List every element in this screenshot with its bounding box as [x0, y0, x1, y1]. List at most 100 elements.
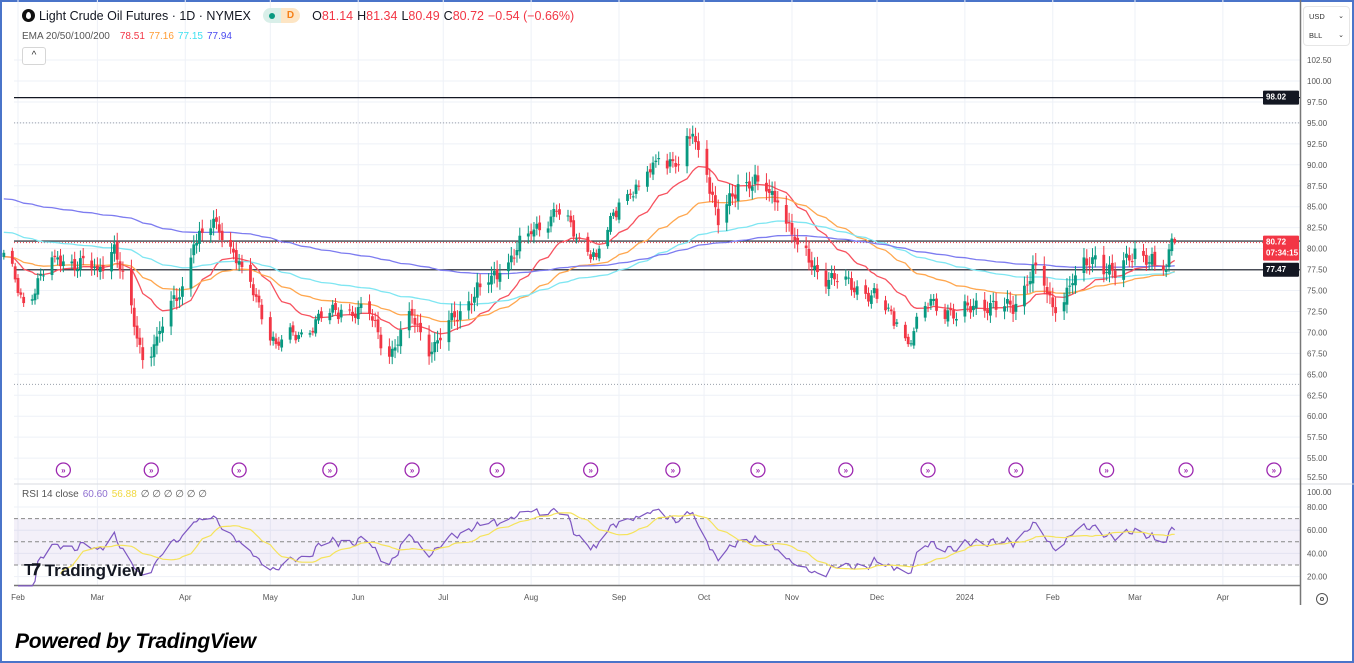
- candle-body: [1011, 304, 1015, 314]
- price-tick-label: 55.00: [1307, 454, 1328, 463]
- ema-legend[interactable]: EMA 20/50/100/200 78.51 77.16 77.15 77.9…: [22, 31, 232, 42]
- candle-body: [1023, 285, 1026, 307]
- time-tick-label: Mar: [1128, 593, 1142, 602]
- candle: [532, 222, 536, 244]
- candle: [36, 273, 40, 300]
- candle: [319, 307, 323, 322]
- unit-select[interactable]: BLL ⌄: [1304, 26, 1349, 45]
- candle: [291, 321, 295, 336]
- support-price-tag-text: 77.47: [1266, 265, 1287, 274]
- candle-body: [189, 257, 193, 289]
- rsi-tick-label: 80.00: [1307, 503, 1328, 512]
- candle: [30, 294, 34, 305]
- candle-body: [76, 269, 79, 272]
- candle-body: [155, 336, 159, 346]
- rsi-legend[interactable]: RSI 14 close 60.60 56.88 ∅ ∅ ∅ ∅ ∅ ∅: [22, 489, 207, 500]
- price-tick-label: 92.50: [1307, 140, 1328, 149]
- candle: [1127, 247, 1131, 268]
- change-value: −0.54 (−0.66%): [487, 8, 575, 23]
- candle-body: [373, 319, 377, 321]
- candle-body: [59, 255, 62, 267]
- event-marker-icon[interactable]: »: [838, 462, 854, 478]
- candle-body: [359, 303, 363, 308]
- candle: [776, 191, 780, 211]
- candle-body: [569, 215, 573, 223]
- candle-body: [1108, 264, 1111, 275]
- candle: [756, 165, 760, 191]
- event-marker-icon[interactable]: »: [920, 462, 936, 478]
- price-tick-label: 80.00: [1307, 245, 1328, 254]
- candle-body: [436, 340, 439, 344]
- candle: [1105, 263, 1109, 281]
- event-marker-icon[interactable]: »: [1098, 462, 1115, 478]
- candle: [875, 283, 879, 304]
- event-marker-icon[interactable]: »: [1008, 462, 1024, 478]
- event-marker-icon[interactable]: »: [322, 462, 338, 478]
- candle-body: [864, 285, 868, 294]
- candle-body: [1147, 262, 1151, 264]
- candle: [526, 225, 530, 244]
- candle: [490, 266, 493, 293]
- candle-body: [353, 313, 357, 318]
- candle-body: [971, 305, 975, 311]
- collapse-legend-button[interactable]: ^: [22, 47, 46, 65]
- candle-body: [430, 351, 434, 355]
- event-marker-icon[interactable]: »: [583, 462, 599, 478]
- event-marker-icon[interactable]: »: [231, 462, 247, 478]
- candle: [787, 212, 791, 232]
- candle: [989, 294, 992, 323]
- candle-body: [410, 308, 414, 316]
- candle-body: [986, 309, 989, 314]
- time-tick-label: Mar: [90, 593, 104, 602]
- candle: [1122, 252, 1126, 288]
- market-status-badge[interactable]: D: [262, 8, 301, 23]
- event-marker-icon[interactable]: »: [143, 462, 159, 478]
- candle: [926, 302, 930, 313]
- resistance-price-tag: 98.02: [1263, 90, 1299, 105]
- candle: [50, 251, 54, 281]
- candle: [470, 293, 473, 314]
- candle-body: [688, 136, 692, 139]
- candle-body: [101, 264, 105, 272]
- candle-body: [78, 258, 82, 270]
- event-marker-icon[interactable]: »: [665, 462, 681, 478]
- candle-body: [249, 264, 252, 282]
- candle-body: [631, 196, 635, 198]
- candle: [804, 236, 808, 256]
- currency-unit-selector[interactable]: USD ⌄ BLL ⌄: [1303, 6, 1350, 46]
- candle: [651, 156, 655, 181]
- candle: [229, 232, 233, 254]
- event-marker-icon[interactable]: »: [55, 462, 72, 478]
- candle: [277, 336, 281, 351]
- candle: [161, 316, 164, 342]
- event-marker-icon[interactable]: »: [489, 462, 505, 478]
- candle-body: [456, 319, 459, 322]
- candle: [932, 293, 936, 306]
- currency-select[interactable]: USD ⌄: [1304, 7, 1349, 26]
- high-label: H: [357, 8, 367, 23]
- candle: [889, 305, 893, 315]
- candle-body: [1074, 275, 1077, 286]
- event-marker-icon[interactable]: »: [750, 462, 766, 478]
- tradingview-logo-text: TradingView: [44, 561, 145, 580]
- time-tick-label: Apr: [179, 593, 192, 602]
- footer-caption: Powered by TradingView: [15, 630, 256, 653]
- event-marker-icon[interactable]: »: [1178, 462, 1194, 478]
- candle-body: [830, 273, 834, 279]
- event-marker-icon[interactable]: »: [404, 462, 420, 478]
- candle: [867, 287, 870, 307]
- symbol-title[interactable]: Light Crude Oil Futures · 1D · NYMEX: [39, 8, 251, 23]
- tradingview-logo[interactable]: T𝟕 TradingView: [24, 561, 145, 581]
- candle-body: [651, 162, 655, 175]
- rsi-tick-label: 60.00: [1307, 526, 1328, 535]
- candle: [473, 287, 476, 312]
- settings-gear-icon[interactable]: [1316, 593, 1328, 605]
- candle: [793, 227, 797, 249]
- candle: [280, 335, 284, 352]
- candle: [98, 258, 102, 280]
- candle: [439, 328, 442, 349]
- price-tick-label: 75.00: [1307, 287, 1328, 296]
- candle: [101, 256, 105, 279]
- event-marker-icon[interactable]: »: [1266, 462, 1282, 478]
